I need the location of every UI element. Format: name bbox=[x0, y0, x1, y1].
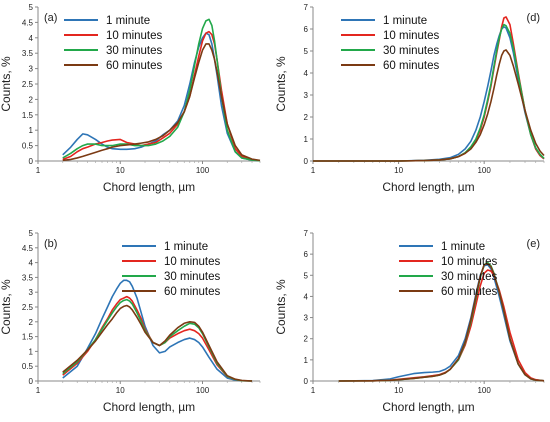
legend-label: 30 minutes bbox=[383, 45, 440, 57]
panel-label: (e) bbox=[527, 238, 540, 250]
y-axis-title: Counts, % bbox=[274, 279, 288, 335]
legend-label: 10 minutes bbox=[383, 30, 440, 42]
y-tick-label: 4.5 bbox=[22, 244, 34, 253]
series-line bbox=[62, 279, 253, 382]
y-tick-label: 5 bbox=[29, 229, 34, 238]
series-line bbox=[313, 49, 545, 162]
y-tick-label: 3 bbox=[29, 288, 34, 297]
legend-label: 60 minutes bbox=[383, 60, 440, 72]
y-axis-title: Counts, % bbox=[274, 56, 288, 112]
y-tick-label: 3.5 bbox=[22, 273, 34, 282]
y-tick-label: 5 bbox=[304, 47, 309, 56]
panel-label: (d) bbox=[527, 12, 540, 24]
y-tick-label: 5 bbox=[29, 3, 34, 12]
y-tick-label: 3 bbox=[304, 91, 309, 100]
y-tick-label: 3 bbox=[304, 314, 309, 323]
x-tick-label: 10 bbox=[116, 166, 125, 175]
y-tick-label: 2 bbox=[29, 95, 34, 104]
x-tick-label: 100 bbox=[477, 386, 491, 395]
y-tick-label: 5 bbox=[304, 271, 309, 280]
y-tick-label: 0 bbox=[29, 157, 34, 166]
x-tick-label: 1 bbox=[311, 386, 316, 395]
y-axis-title: Counts, % bbox=[0, 279, 13, 335]
legend-label: 60 minutes bbox=[106, 60, 163, 72]
y-tick-label: 2 bbox=[304, 335, 309, 344]
y-tick-label: 0.5 bbox=[22, 142, 34, 151]
y-tick-label: 0.5 bbox=[22, 362, 34, 371]
legend-label: 1 minute bbox=[164, 241, 208, 253]
y-tick-label: 4 bbox=[29, 34, 34, 43]
x-tick-label: 1 bbox=[36, 166, 41, 175]
x-axis-title: Chord length, µm bbox=[103, 180, 195, 194]
legend: 1 minute 10 minutes 30 minutes 60 minutes bbox=[341, 15, 440, 72]
y-tick-label: 3 bbox=[29, 65, 34, 74]
x-axis-title: Chord length, µm bbox=[382, 400, 474, 414]
y-tick-label: 6 bbox=[304, 25, 309, 34]
y-tick-label: 7 bbox=[304, 229, 309, 238]
series-line bbox=[62, 304, 253, 382]
x-tick-label: 10 bbox=[116, 386, 125, 395]
series-line bbox=[62, 295, 253, 382]
y-tick-label: 1 bbox=[29, 347, 34, 356]
y-tick-label: 3.5 bbox=[22, 49, 34, 58]
y-tick-label: 0 bbox=[304, 377, 309, 386]
x-tick-label: 100 bbox=[196, 386, 210, 395]
legend-label: 10 minutes bbox=[164, 256, 221, 268]
y-tick-label: 4 bbox=[304, 69, 309, 78]
legend: 1 minute 10 minutes 30 minutes 60 minutes bbox=[122, 241, 221, 298]
y-tick-label: 0 bbox=[29, 377, 34, 386]
legend-label: 10 minutes bbox=[441, 256, 498, 268]
y-tick-label: 4 bbox=[304, 292, 309, 301]
legend-label: 10 minutes bbox=[106, 30, 163, 42]
y-tick-label: 1.5 bbox=[22, 111, 34, 120]
legend-label: 60 minutes bbox=[441, 286, 498, 298]
y-tick-label: 4 bbox=[29, 259, 34, 268]
series-line bbox=[62, 43, 261, 162]
x-tick-label: 10 bbox=[394, 166, 403, 175]
panel-label: (a) bbox=[44, 12, 57, 24]
x-tick-label: 10 bbox=[394, 386, 403, 395]
y-tick-label: 2.5 bbox=[22, 80, 34, 89]
legend-label: 1 minute bbox=[441, 241, 485, 253]
legend-label: 1 minute bbox=[106, 15, 150, 27]
y-tick-label: 1 bbox=[304, 135, 309, 144]
legend-label: 60 minutes bbox=[164, 286, 221, 298]
panel-label: (b) bbox=[44, 238, 57, 250]
y-tick-label: 6 bbox=[304, 250, 309, 259]
series-line bbox=[338, 262, 545, 382]
legend-label: 1 minute bbox=[383, 15, 427, 27]
y-tick-label: 2.5 bbox=[22, 303, 34, 312]
legend-label: 30 minutes bbox=[441, 271, 498, 283]
y-tick-label: 7 bbox=[304, 3, 309, 12]
legend: 1 minute 10 minutes 30 minutes 60 minutes bbox=[64, 15, 163, 72]
y-tick-label: 2 bbox=[304, 113, 309, 122]
y-tick-label: 2 bbox=[29, 318, 34, 327]
legend-label: 30 minutes bbox=[106, 45, 163, 57]
x-tick-label: 100 bbox=[196, 166, 210, 175]
y-axis-title: Counts, % bbox=[0, 56, 13, 112]
x-axis-title: Chord length, µm bbox=[382, 180, 474, 194]
x-axis-title: Chord length, µm bbox=[103, 400, 195, 414]
y-tick-label: 1 bbox=[29, 126, 34, 135]
y-tick-label: 1.5 bbox=[22, 333, 34, 342]
legend: 1 minute 10 minutes 30 minutes 60 minutes bbox=[399, 241, 498, 298]
x-tick-label: 100 bbox=[477, 166, 491, 175]
y-tick-label: 0 bbox=[304, 157, 309, 166]
y-tick-label: 1 bbox=[304, 356, 309, 365]
y-tick-label: 4.5 bbox=[22, 18, 34, 27]
x-tick-label: 1 bbox=[36, 386, 41, 395]
x-tick-label: 1 bbox=[311, 166, 316, 175]
legend-label: 30 minutes bbox=[164, 271, 221, 283]
series-line bbox=[62, 18, 261, 162]
